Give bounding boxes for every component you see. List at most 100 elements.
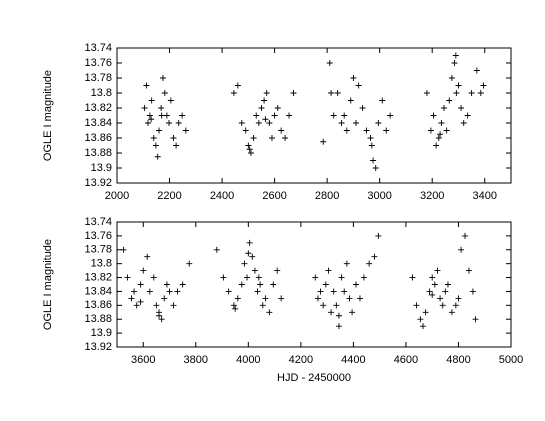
point — [338, 274, 345, 281]
point — [334, 90, 341, 96]
point — [150, 135, 157, 141]
point — [433, 142, 440, 149]
x-tick-label: 4200 — [289, 354, 313, 366]
point — [448, 309, 455, 316]
y-tick-label: 13.92 — [84, 177, 112, 189]
point — [263, 90, 270, 96]
x-tick-label: 2600 — [262, 190, 286, 202]
point — [372, 165, 379, 171]
point — [144, 253, 151, 260]
point — [438, 120, 445, 126]
point — [465, 267, 472, 274]
point — [353, 120, 360, 126]
x-tick-label: 5000 — [499, 354, 523, 366]
point — [158, 105, 165, 111]
point — [262, 116, 269, 123]
point — [268, 135, 275, 141]
y-tick-label: 13.78 — [84, 244, 112, 256]
point — [173, 142, 180, 149]
point — [128, 295, 135, 302]
point — [439, 302, 446, 309]
point — [274, 105, 281, 111]
point — [431, 281, 438, 288]
point — [150, 274, 157, 281]
y-tick-label: 13.74 — [84, 216, 112, 228]
point — [213, 246, 220, 253]
point — [330, 288, 337, 295]
point — [460, 120, 467, 126]
point — [246, 239, 253, 246]
point — [443, 127, 450, 134]
point — [186, 260, 193, 267]
point — [338, 120, 345, 126]
point — [234, 295, 241, 302]
point — [343, 127, 350, 134]
y-axis-label: OGLE I magnitude — [42, 239, 54, 330]
point — [156, 127, 163, 134]
point — [375, 232, 382, 239]
point — [238, 120, 245, 126]
point — [455, 82, 462, 89]
point — [469, 288, 476, 295]
point — [444, 281, 451, 288]
point — [251, 267, 258, 274]
x-tick-label: 3600 — [131, 354, 155, 366]
point — [137, 298, 144, 305]
point — [427, 127, 434, 134]
point — [328, 309, 335, 316]
point — [314, 295, 321, 302]
point — [244, 274, 251, 281]
x-axis-label: HJD - 2450000 — [277, 372, 351, 384]
point — [379, 97, 386, 104]
point — [462, 232, 469, 239]
point — [451, 60, 458, 66]
point — [241, 260, 248, 267]
y-tick-label: 13.92 — [84, 341, 112, 353]
point — [146, 288, 153, 295]
point — [131, 288, 138, 295]
x-tick-label: 2400 — [210, 190, 234, 202]
point — [170, 135, 177, 141]
point — [146, 112, 153, 119]
point — [343, 260, 350, 267]
point — [166, 120, 173, 126]
point — [356, 295, 363, 302]
point — [290, 90, 297, 96]
point — [255, 120, 262, 126]
point — [458, 105, 465, 111]
point — [353, 281, 360, 288]
point — [148, 116, 155, 123]
point — [159, 75, 166, 81]
point — [278, 127, 285, 134]
y-tick-label: 13.8 — [91, 258, 112, 270]
point — [124, 274, 131, 281]
point — [422, 309, 429, 316]
point — [420, 323, 427, 330]
point — [163, 281, 170, 288]
point — [370, 157, 377, 164]
y-tick-label: 13.8 — [91, 87, 112, 99]
point — [140, 267, 147, 274]
point — [367, 135, 374, 141]
point — [245, 142, 252, 149]
point — [434, 267, 441, 274]
point — [254, 288, 261, 295]
point — [166, 288, 173, 295]
point — [153, 302, 160, 309]
point — [477, 90, 484, 96]
point — [429, 291, 436, 298]
point — [320, 302, 327, 309]
point — [247, 150, 254, 156]
point — [328, 90, 335, 96]
point — [437, 295, 444, 302]
point — [472, 316, 479, 323]
x-tick-label: 3400 — [472, 190, 496, 202]
point — [167, 97, 174, 104]
point — [255, 274, 262, 281]
point — [120, 246, 127, 253]
point — [426, 288, 433, 295]
x-tick-label: 3200 — [420, 190, 444, 202]
y-tick-label: 13.88 — [84, 147, 112, 159]
point — [250, 135, 257, 141]
point — [473, 67, 480, 74]
